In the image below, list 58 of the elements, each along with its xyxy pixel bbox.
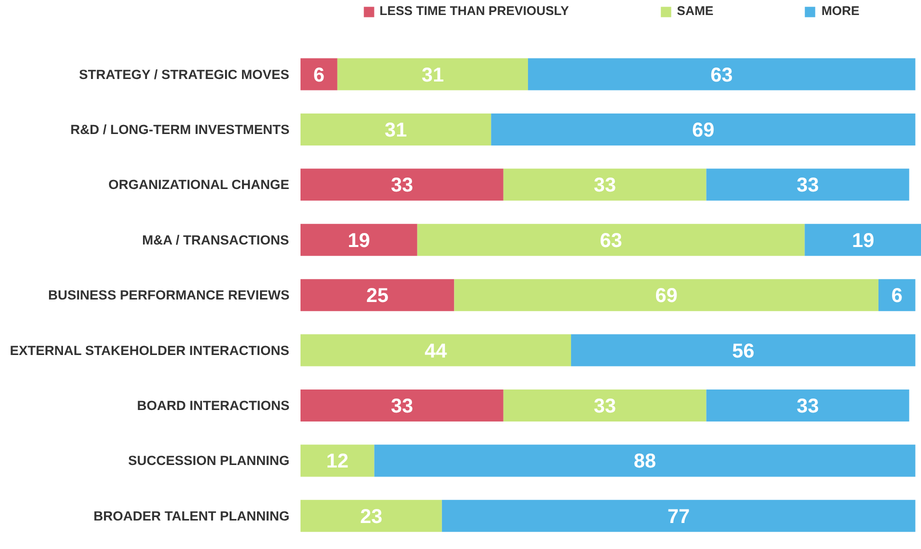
bar	[300, 444, 374, 477]
bar	[503, 168, 706, 201]
bar	[706, 168, 910, 201]
y-tick-label: SUCCESSION PLANNING	[128, 453, 290, 468]
bar	[300, 168, 504, 201]
data-label: 31	[384, 119, 407, 142]
data-label: 77	[668, 506, 690, 528]
legend-label: SAME	[676, 4, 714, 18]
bar	[503, 389, 706, 422]
bar	[454, 279, 878, 312]
data-label: 88	[634, 450, 656, 473]
y-tick-label: BROADER TALENT PLANNING	[94, 508, 290, 524]
bar	[374, 444, 916, 477]
bar	[804, 224, 921, 256]
y-tick-label: ORGANIZATIONAL CHANGE	[108, 177, 290, 192]
data-label: 6	[313, 64, 325, 86]
data-label: 56	[732, 340, 754, 362]
data-label: 6	[891, 285, 902, 308]
data-label: 33	[796, 395, 819, 418]
data-label: 63	[710, 64, 733, 86]
bar	[528, 58, 916, 90]
y-tick-label: STRATEGY / STRATEGIC MOVES	[78, 66, 290, 82]
y-tick-label: EXTERNAL STAKEHOLDER INTERACTIONS	[10, 342, 290, 358]
data-label: 33	[594, 395, 616, 418]
bar	[337, 58, 528, 90]
data-label: 25	[366, 285, 388, 308]
data-label: 33	[390, 174, 414, 197]
data-label: 19	[348, 230, 370, 252]
y-tick-label: BUSINESS PERFORMANCE REVIEWS	[48, 288, 290, 303]
bar	[300, 279, 454, 312]
y-tick-label: R&D / LONG-TERM INVESTMENTS	[70, 122, 290, 137]
bar	[300, 500, 442, 532]
bar	[300, 113, 492, 146]
data-label: 19	[852, 230, 874, 252]
bar	[706, 389, 910, 422]
data-label: 69	[655, 285, 678, 308]
data-label: 12	[326, 450, 349, 473]
bar	[417, 224, 805, 256]
legend-label: MORE	[822, 4, 860, 18]
bar	[878, 279, 916, 312]
data-label: 69	[692, 119, 714, 142]
bar	[571, 334, 916, 366]
legend-label: LESS TIME THAN PREVIOUSLY	[380, 4, 569, 18]
bar	[442, 500, 916, 532]
data-label: 44	[424, 340, 448, 362]
bar	[300, 224, 418, 256]
data-label: 33	[390, 395, 414, 418]
bar	[300, 389, 504, 422]
data-label: 33	[594, 174, 616, 197]
y-tick-label: BOARD INTERACTIONS	[136, 398, 290, 413]
data-label: 63	[600, 230, 622, 252]
bar	[491, 113, 916, 146]
y-tick-label: M&A / TRANSACTIONS	[142, 232, 290, 248]
data-label: 33	[796, 174, 819, 197]
bar	[300, 334, 572, 366]
bar	[300, 58, 338, 90]
data-label: 31	[422, 64, 444, 86]
data-label: 23	[360, 506, 382, 528]
